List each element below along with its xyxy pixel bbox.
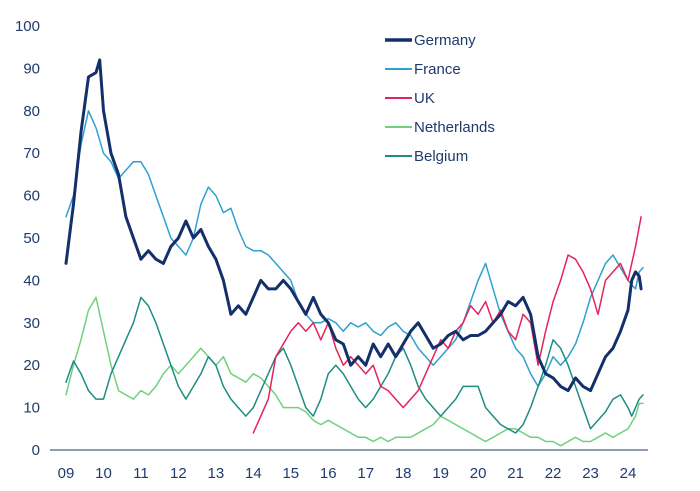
y-tick-label-70: 70: [23, 145, 40, 162]
legend-label-france: France: [414, 61, 461, 78]
x-tick-label-16: 16: [320, 465, 337, 482]
legend: Germany France UK Netherlands Belgium: [385, 32, 495, 165]
x-tick-label-13: 13: [208, 465, 225, 482]
y-tick-label-60: 60: [23, 188, 40, 205]
y-tick-label-50: 50: [23, 230, 40, 247]
x-tick-label-15: 15: [282, 465, 299, 482]
series-line-netherlands: [65, 296, 644, 447]
y-tick-label-10: 10: [23, 400, 40, 417]
x-tick-label-21: 21: [507, 465, 524, 482]
x-tick-label-11: 11: [133, 465, 149, 482]
y-tick-label-20: 20: [23, 357, 40, 374]
y-tick-label-0: 0: [32, 442, 40, 459]
y-tick-label-40: 40: [23, 272, 40, 289]
x-tick-label-12: 12: [170, 465, 187, 482]
series-line-germany: [64, 58, 643, 393]
y-tick-label-80: 80: [23, 103, 40, 120]
x-axis-ticks: 09 10 11 12 13 14 15 16 17 18 19 20 21 22 23 24: [58, 465, 637, 482]
y-tick-label-90: 90: [23, 60, 40, 77]
x-tick-label-18: 18: [395, 465, 412, 482]
legend-label-uk: UK: [414, 90, 435, 107]
series-line-belgium: [65, 296, 644, 434]
y-tick-label-100: 100: [15, 18, 40, 35]
x-tick-label-24: 24: [620, 465, 637, 482]
legend-label-belgium: Belgium: [414, 148, 468, 165]
x-tick-label-22: 22: [545, 465, 562, 482]
series-line-france: [65, 110, 644, 388]
y-tick-label-30: 30: [23, 315, 40, 332]
x-tick-label-17: 17: [357, 465, 374, 482]
x-tick-label-19: 19: [432, 465, 449, 482]
legend-label-netherlands: Netherlands: [414, 119, 495, 136]
x-tick-label-14: 14: [245, 465, 262, 482]
x-tick-label-09: 09: [58, 465, 75, 482]
y-axis-ticks: 0 10 20 30 40 50 60 70 80 90 100: [15, 18, 40, 459]
series-lines: [64, 58, 644, 447]
x-tick-label-23: 23: [582, 465, 599, 482]
legend-label-germany: Germany: [414, 32, 476, 49]
series-line-uk: [252, 216, 642, 434]
x-tick-label-20: 20: [470, 465, 487, 482]
x-tick-label-10: 10: [95, 465, 112, 482]
